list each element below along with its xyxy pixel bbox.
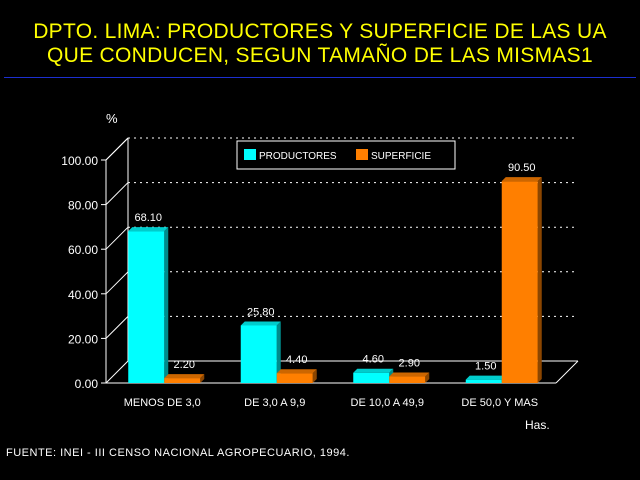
y-tick-label: 60.00 — [68, 243, 98, 257]
title-divider — [4, 77, 636, 78]
data-labels: 68.10 2.20 25.80 4.40 4.60 2.90 1.50 90.50 — [134, 162, 535, 372]
chart-title-line-2: QUE CONDUCEN, SEGUN TAMAÑO DE LAS MISMAS… — [47, 44, 593, 67]
legend-label: PRODUCTORES — [259, 151, 337, 162]
legend-swatch — [244, 149, 256, 160]
y-axis-ticks: 0.00 20.00 40.00 60.00 80.00 100.00 — [61, 137, 578, 391]
bar-top — [501, 177, 542, 182]
bar-side — [276, 321, 281, 383]
bar-side — [312, 369, 317, 383]
y-tick-label: 80.00 — [68, 199, 98, 213]
bar-top — [128, 227, 169, 232]
data-label: 68.10 — [134, 212, 162, 224]
bar-top — [240, 321, 281, 326]
bar — [501, 181, 538, 383]
x-axis-label: Has. — [525, 418, 550, 432]
data-label: 90.50 — [508, 162, 536, 174]
bar — [240, 325, 277, 383]
bar-series — [128, 177, 542, 383]
data-label: 1.50 — [475, 361, 496, 373]
side-wall-gridline — [105, 137, 129, 161]
data-label: 2.20 — [174, 359, 195, 371]
bar-side — [164, 227, 169, 383]
x-tick-label: DE 10,0 A 49,9 — [351, 397, 424, 409]
y-tick-label: 20.00 — [68, 332, 98, 346]
bar — [276, 373, 313, 383]
x-axis-categories: MENOS DE 3,0 DE 3,0 A 9,9 DE 10,0 A 49,9 DE… — [124, 397, 538, 409]
bar — [389, 376, 426, 383]
chart-title: DPTO. LIMA: PRODUCTORES Y SUPERFICIE DE … — [0, 20, 640, 68]
bar-top — [164, 374, 205, 379]
x-tick-label: DE 50,0 Y MAS — [461, 397, 538, 409]
side-wall-gridline — [105, 360, 129, 384]
legend: PRODUCTORES SUPERFICIE — [236, 140, 456, 170]
y-axis-label: % — [106, 111, 118, 126]
data-label: 2.90 — [399, 358, 420, 370]
y-tick-label: 100.00 — [61, 154, 98, 168]
side-wall-gridline — [105, 271, 129, 295]
bar-top — [389, 372, 430, 377]
data-label: 4.40 — [286, 354, 307, 366]
source-note: FUENTE: INEI - III CENSO NACIONAL AGROPE… — [6, 447, 350, 459]
bar — [164, 378, 201, 383]
bar — [353, 372, 390, 383]
y-tick-label: 40.00 — [68, 288, 98, 302]
bar — [465, 379, 502, 383]
legend-label: SUPERFICIE — [371, 151, 431, 162]
bar-side — [425, 372, 430, 383]
bar-top — [465, 375, 506, 380]
bar — [128, 231, 165, 383]
bar-top — [353, 368, 394, 373]
bar-top — [276, 369, 317, 374]
chart-title-line-1: DPTO. LIMA: PRODUCTORES Y SUPERFICIE DE … — [33, 20, 607, 43]
x-tick-label: MENOS DE 3,0 — [124, 397, 201, 409]
y-tick-label: 0.00 — [75, 377, 99, 391]
bar-side — [537, 177, 542, 383]
floor-right-edge — [555, 360, 579, 384]
x-tick-label: DE 3,0 A 9,9 — [244, 397, 305, 409]
side-wall-gridline — [105, 316, 129, 339]
side-wall-gridline — [105, 182, 129, 205]
data-label: 25.80 — [247, 306, 275, 318]
legend-box — [236, 140, 456, 170]
legend-swatch — [356, 149, 368, 160]
bar-side — [200, 374, 205, 383]
data-label: 4.60 — [363, 354, 384, 366]
side-wall-gridline — [105, 226, 129, 250]
